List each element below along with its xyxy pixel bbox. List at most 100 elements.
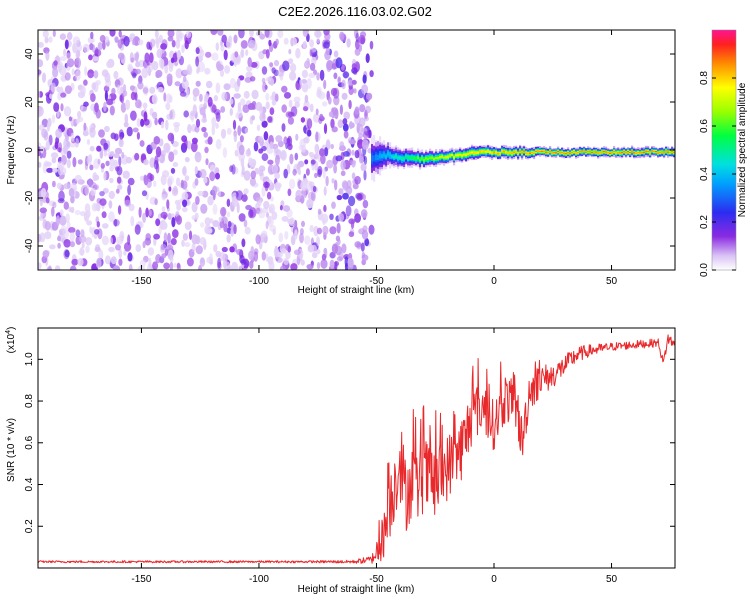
spectrogram-signal-cell [633,152,636,154]
snr-x-axis-title: Height of straight line (km) [298,584,415,595]
spectrogram-noise-cell [184,156,190,163]
colorbar-tick-label: 0.4 [699,167,710,181]
spectrogram-noise-cell [64,72,71,81]
spectrogram-noise-cell [267,256,274,265]
spectrogram-noise-cell [203,176,208,184]
spectrogram-noise-cell [355,39,360,50]
spectrogram-signal-cell [641,151,644,153]
spectrogram-noise-cell [219,69,225,77]
spectrogram-signal-cell [543,150,546,153]
spectrogram-noise-cell [331,243,338,254]
spectrogram-signal-cell [561,151,564,153]
spectrogram-signal-cell [487,150,490,152]
spectrogram-noise-cell [337,119,344,129]
spectrogram-noise-cell [254,167,260,175]
spectrogram-noise-cell [281,104,288,113]
spectrogram-noise-cell [301,220,305,227]
spectrogram-signal-cell [427,157,430,160]
spectrogram-noise-cell [305,168,310,176]
snr-y-tick-label: 0.2 [24,519,35,533]
spectrogram-noise-cell [215,82,221,94]
spectrogram-noise-cell [323,247,327,255]
spectrogram-noise-cell [199,257,206,267]
spectrogram-noise-cell [135,61,141,68]
spectrogram-noise-cell [342,192,349,200]
spectrogram-noise-cell [99,191,105,197]
spectrogram-noise-cell [160,150,166,158]
spectrogram-noise-cell [145,207,149,218]
spectrogram-noise-cell [257,200,262,207]
spectrogram-signal-cell [463,153,466,156]
spectrogram-noise-cell [227,220,232,228]
spectrogram-noise-cell [301,69,308,79]
spectrogram-noise-cell [245,149,252,157]
spectrogram-signal-cell [583,150,586,152]
spectrogram-noise-cell [155,218,161,227]
spectrogram-noise-cell [207,96,213,107]
spectrogram-signal-cell [531,151,534,154]
spectrogram-noise-cell [349,139,356,145]
spectrogram-signal-cell [477,151,480,154]
spectrogram-noise-cell [53,102,60,112]
spectrogram-noise-cell [280,247,287,254]
spectrogram-noise-cell [301,79,308,84]
spectrogram-noise-cell [108,190,116,200]
spectrogram-noise-cell [294,152,299,161]
spectrogram-noise-cell [63,106,72,117]
spectrogram-signal-cell [471,151,474,154]
spectrogram-noise-cell [155,146,162,158]
spectrogram-noise-cell [258,135,264,142]
spectrogram-signal-cell [431,156,434,159]
spectrogram-noise-cell [258,169,264,177]
spectrogram-noise-cell [248,250,255,261]
snr-y-tick-label: 0.8 [24,394,35,408]
spectrogram-signal-cell [533,152,536,154]
spectrogram-signal-cell [511,152,514,155]
spectrogram-noise-cell [172,149,178,156]
spectrogram-noise-cell [65,213,70,224]
spectrogram-signal-cell [393,155,396,159]
spectrogram-noise-cell [160,174,167,186]
spectrogram-noise-cell [199,93,203,102]
spectrogram-noise-cell [308,72,316,78]
spectrogram-noise-cell [149,86,156,94]
spectrogram-noise-cell [327,96,332,105]
spectrogram-noise-cell [195,80,201,87]
spectrogram-noise-cell [284,231,289,240]
spectrogram-signal-cell [651,150,654,152]
snr-x-tick-label: -150 [131,574,151,585]
spectrogram-signal-cell [401,157,404,161]
spectrogram-noise-cell [293,249,301,256]
spectrogram-noise-cell [299,138,307,148]
spectrogram-noise-cell [181,180,188,190]
spectrogram-noise-cell [173,121,181,128]
colorbar-frame [711,29,737,271]
spectrogram-noise-cell [103,171,107,181]
spectrogram-signal-cell [535,150,538,153]
spectrogram-noise-cell [283,37,289,45]
spectrogram-noise-cell [89,127,96,138]
spectrogram-signal-cell [627,151,630,153]
spectrogram-signal-cell [375,154,378,161]
spectrogram-noise-cell [135,99,142,109]
spectrogram-noise-cell [357,122,361,129]
spectrogram-noise-cell [204,67,211,75]
spectrogram-noise-cell [195,245,203,255]
spectrogram-noise-cell [119,94,123,102]
spectrogram-noise-cell [304,235,311,245]
spectrogram-noise-cell [148,52,154,63]
spectrogram-noise-cell [211,52,219,61]
spectrogram-noise-cell [243,219,248,228]
spectrogram-noise-cell [251,115,256,121]
spectrogram-signal-cell [563,152,566,155]
spectrogram-noise-cell [369,40,374,50]
spectrogram-noise-cell [38,69,42,75]
spectrogram-noise-cell [369,70,374,78]
spectrogram-noise-cell [94,184,99,191]
spectrogram-noise-cell [215,42,219,51]
spectrogram-noise-cell [115,166,120,172]
spectrogram-noise-cell [88,178,93,188]
spectrogram-noise-cell [278,232,284,243]
spectrogram-noise-cell [331,107,338,116]
spectrogram-noise-cell [169,262,174,270]
